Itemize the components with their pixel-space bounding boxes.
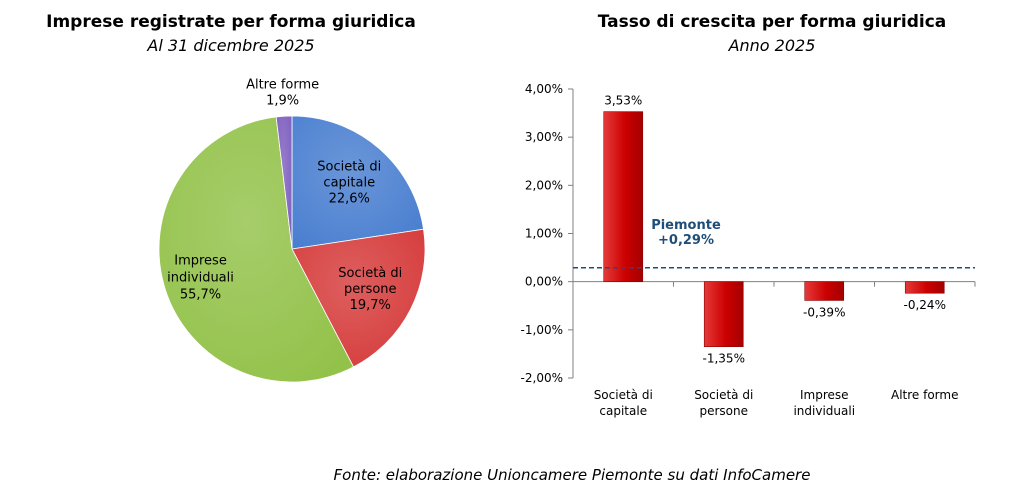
bar-value-label: -0,24% [904, 298, 946, 312]
bar-chart-title: Tasso di crescita per forma giuridica [597, 12, 947, 32]
y-tick-label: -1,00% [521, 323, 563, 337]
bar [703, 281, 744, 347]
reference-line-label: Piemonte +0,29% [651, 218, 721, 248]
pie-slice-label: Altre forme 1,9% [246, 77, 319, 108]
bar [603, 111, 644, 282]
bar [904, 281, 945, 294]
pie-slice [291, 115, 424, 250]
x-category-label: Società di persone [694, 388, 753, 418]
bar-value-label: -0,39% [803, 305, 845, 319]
y-tick-label: 1,00% [525, 227, 563, 241]
pie-slice-label: Società di persone 19,7% [338, 266, 402, 313]
x-category-label: Altre forme [891, 388, 958, 402]
pie-slice-label: Imprese individuali 55,7% [167, 253, 234, 302]
y-tick-label: 0,00% [525, 275, 563, 289]
source-note: Fonte: elaborazione Unioncamere Piemonte… [333, 466, 811, 484]
bar-value-label: 3,53% [604, 94, 642, 108]
bar-chart-subtitle: Anno 2025 [728, 36, 816, 55]
y-tick-label: 4,00% [525, 82, 563, 96]
pie-slice [291, 228, 426, 368]
x-category-label: Società di capitale [594, 388, 653, 418]
bar [804, 281, 845, 301]
pie-chart-title: Imprese registrate per forma giuridica [46, 12, 416, 32]
bar-value-label: -1,35% [703, 352, 745, 366]
pie-slice-label: Società di capitale 22,6% [317, 159, 381, 206]
pie-slice [275, 115, 293, 250]
y-tick-label: 2,00% [525, 178, 563, 192]
y-tick-label: 3,00% [525, 130, 563, 144]
y-tick-label: -2,00% [521, 371, 563, 385]
pie-slice [158, 116, 355, 383]
pie-chart-subtitle: Al 31 dicembre 2025 [147, 36, 315, 55]
x-category-label: Imprese individuali [793, 388, 855, 418]
